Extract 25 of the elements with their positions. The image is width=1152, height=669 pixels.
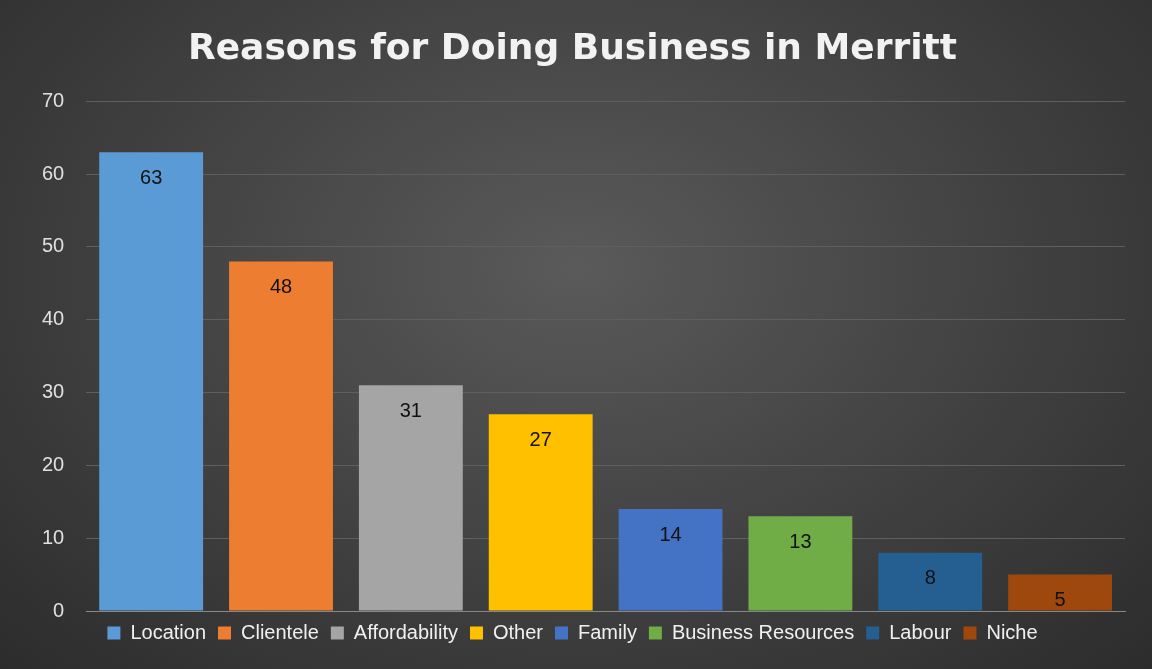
legend-label: Affordability bbox=[353, 620, 458, 643]
data-label: 31 bbox=[399, 398, 422, 421]
legend-label: Other bbox=[492, 620, 544, 643]
y-tick-label: 10 bbox=[42, 525, 65, 548]
legend-label: Location bbox=[130, 620, 207, 643]
y-tick-label: 40 bbox=[42, 307, 65, 330]
legend-label: Labour bbox=[889, 620, 952, 643]
data-label: 8 bbox=[924, 566, 936, 589]
y-tick-label: 20 bbox=[42, 452, 65, 475]
legend-label: Niche bbox=[986, 620, 1038, 643]
legend-label: Clientele bbox=[241, 620, 319, 643]
legend-label: Family bbox=[577, 620, 637, 643]
y-tick-label: 0 bbox=[53, 598, 65, 621]
data-label: 48 bbox=[269, 274, 293, 297]
y-tick-label: 50 bbox=[42, 234, 65, 257]
data-label: 13 bbox=[789, 529, 812, 552]
legend-label: Business Resources bbox=[671, 620, 855, 643]
chart-title: Reasons for Doing Business in Merritt bbox=[187, 25, 958, 67]
y-tick-label: 60 bbox=[42, 161, 65, 184]
y-tick-label: 30 bbox=[42, 380, 65, 403]
data-label: 63 bbox=[140, 165, 163, 188]
data-label: 5 bbox=[1054, 588, 1066, 611]
y-tick-label: 70 bbox=[42, 88, 65, 111]
data-label: 14 bbox=[659, 522, 682, 545]
data-label: 27 bbox=[529, 427, 552, 450]
